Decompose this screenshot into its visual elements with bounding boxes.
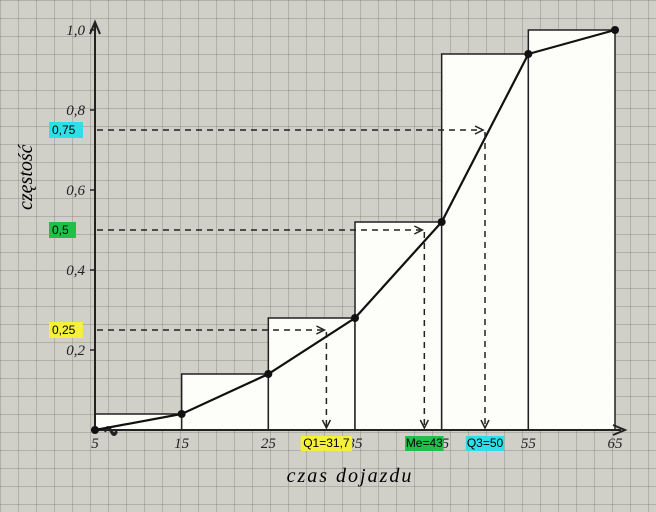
y-tick: 0,4 bbox=[66, 263, 85, 279]
x-tick: 5 bbox=[91, 436, 99, 452]
quartile-y-label: 0,75 bbox=[49, 122, 83, 138]
svg-text:Q1=31,7: Q1=31,7 bbox=[303, 436, 350, 450]
svg-text:Me=43: Me=43 bbox=[406, 436, 443, 450]
x-tick: 55 bbox=[521, 436, 537, 452]
x-tick-labels: 5152535455565 bbox=[91, 436, 623, 452]
ogive-point bbox=[351, 314, 359, 322]
quartile-x-label: Me=43 bbox=[405, 436, 444, 451]
x-tick: 25 bbox=[261, 436, 277, 452]
ogive-point bbox=[91, 426, 99, 434]
ogive-point bbox=[524, 50, 532, 58]
ogive-point bbox=[264, 370, 272, 378]
bar bbox=[528, 30, 615, 430]
chart-area: 5152535455565 0,20,40,60,81,0 0,250,50,7… bbox=[75, 20, 625, 450]
chart-svg: 5152535455565 0,20,40,60,81,0 0,250,50,7… bbox=[75, 20, 625, 450]
bar bbox=[355, 222, 442, 430]
ogive-point bbox=[611, 26, 619, 34]
ogive-point bbox=[178, 410, 186, 418]
quartile-x-label: Q1=31,7 bbox=[301, 436, 353, 451]
bar bbox=[182, 374, 269, 430]
svg-text:0,25: 0,25 bbox=[52, 323, 76, 337]
x-axis-label: czas dojazdu bbox=[75, 465, 625, 488]
y-tick: 0,8 bbox=[66, 103, 85, 119]
y-tick: 0,6 bbox=[66, 183, 85, 199]
svg-text:0,5: 0,5 bbox=[52, 223, 69, 237]
quartile-y-label: 0,5 bbox=[49, 222, 76, 238]
quartile-x-label: Q3=50 bbox=[466, 436, 505, 451]
svg-text:0,75: 0,75 bbox=[52, 123, 76, 137]
svg-text:Q3=50: Q3=50 bbox=[467, 436, 504, 450]
ogive-point bbox=[438, 218, 446, 226]
y-tick: 1,0 bbox=[66, 23, 85, 39]
quartile-y-label: 0,25 bbox=[49, 322, 83, 338]
x-tick: 65 bbox=[608, 436, 624, 452]
y-tick: 0,2 bbox=[66, 343, 85, 359]
x-quartile-labels: Q1=31,7 Me=43 Q3=50 bbox=[301, 436, 505, 451]
y-axis-label: częstość bbox=[15, 144, 38, 210]
x-tick: 15 bbox=[174, 436, 190, 452]
bar bbox=[268, 318, 355, 430]
